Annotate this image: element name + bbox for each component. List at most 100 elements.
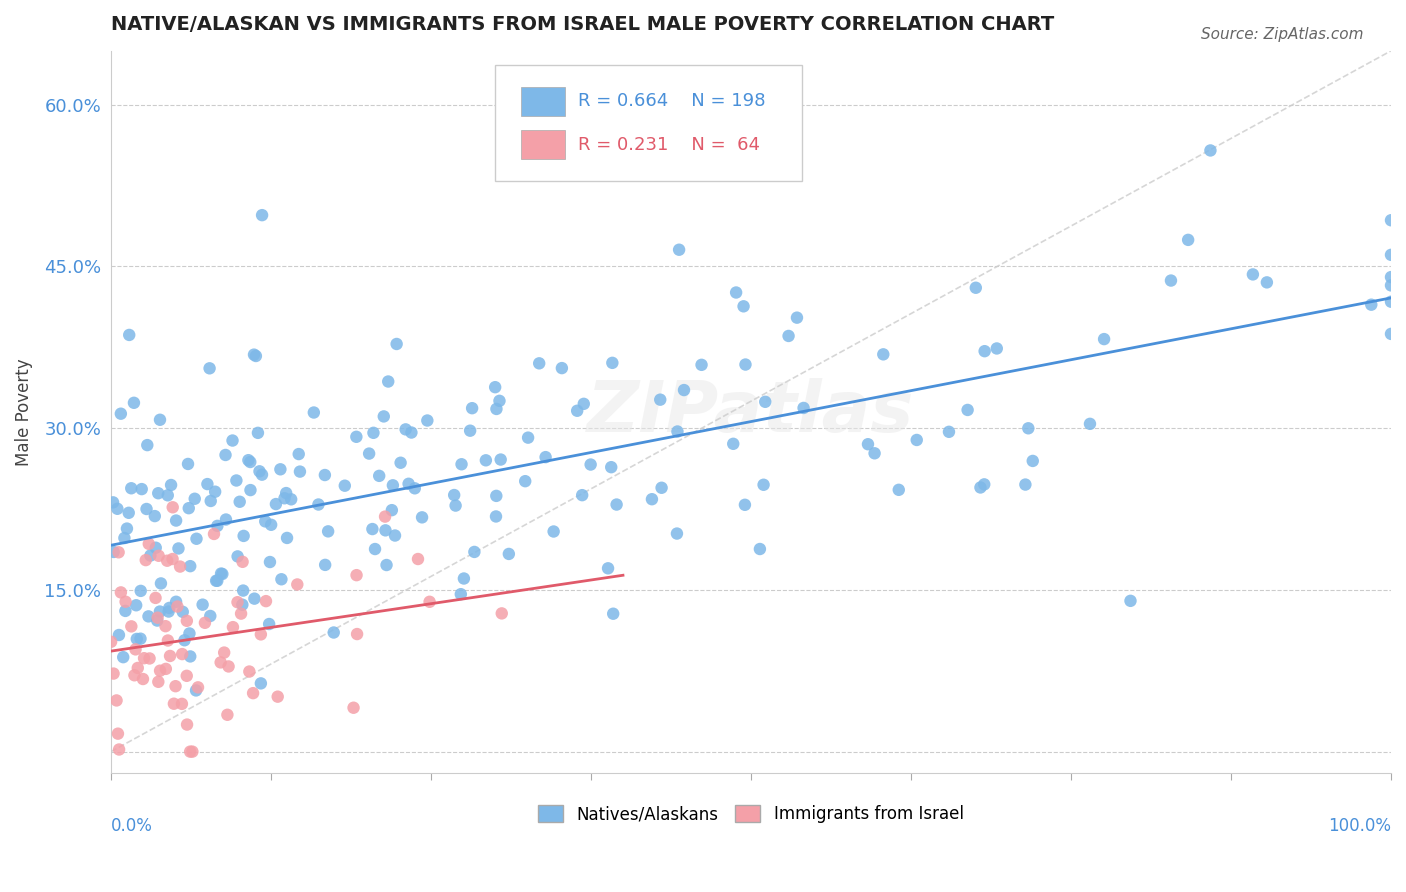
Natives/Alaskans: [344, 430, 367, 444]
Text: 100.0%: 100.0%: [1329, 816, 1391, 835]
Natives/Alaskans: [270, 572, 292, 586]
Natives/Alaskans: [938, 425, 960, 439]
Natives/Alaskans: [401, 425, 423, 440]
Natives/Alaskans: [105, 501, 128, 516]
Natives/Alaskans: [197, 477, 219, 491]
Natives/Alaskans: [307, 498, 329, 512]
Natives/Alaskans: [226, 549, 249, 564]
Natives/Alaskans: [118, 506, 141, 520]
Natives/Alaskans: [118, 327, 141, 342]
Natives/Alaskans: [778, 329, 800, 343]
Natives/Alaskans: [973, 344, 995, 359]
Immigrants from Israel: [242, 686, 264, 700]
Natives/Alaskans: [956, 403, 979, 417]
Immigrants from Israel: [229, 607, 252, 621]
Natives/Alaskans: [651, 481, 673, 495]
Natives/Alaskans: [1241, 268, 1264, 282]
Natives/Alaskans: [485, 509, 508, 524]
Natives/Alaskans: [239, 455, 262, 469]
Immigrants from Israel: [156, 554, 179, 568]
Immigrants from Israel: [267, 690, 290, 704]
Immigrants from Israel: [238, 665, 260, 679]
Natives/Alaskans: [156, 488, 179, 502]
Immigrants from Israel: [254, 594, 277, 608]
Immigrants from Israel: [159, 648, 181, 663]
Natives/Alaskans: [381, 478, 404, 492]
Natives/Alaskans: [183, 491, 205, 506]
Natives/Alaskans: [243, 591, 266, 606]
Natives/Alaskans: [485, 489, 508, 503]
Natives/Alaskans: [120, 481, 142, 495]
Natives/Alaskans: [665, 526, 688, 541]
Natives/Alaskans: [1014, 477, 1036, 491]
Natives/Alaskans: [149, 605, 172, 619]
Text: NATIVE/ALASKAN VS IMMIGRANTS FROM ISRAEL MALE POVERTY CORRELATION CHART: NATIVE/ALASKAN VS IMMIGRANTS FROM ISRAEL…: [111, 15, 1054, 34]
Natives/Alaskans: [254, 515, 277, 529]
Natives/Alaskans: [602, 356, 624, 370]
Natives/Alaskans: [287, 447, 309, 461]
Natives/Alaskans: [650, 392, 672, 407]
Immigrants from Israel: [146, 610, 169, 624]
Immigrants from Israel: [176, 614, 198, 628]
Immigrants from Israel: [132, 672, 155, 686]
Natives/Alaskans: [125, 632, 148, 646]
Immigrants from Israel: [165, 679, 187, 693]
Natives/Alaskans: [374, 524, 396, 538]
Natives/Alaskans: [302, 405, 325, 419]
Natives/Alaskans: [1379, 213, 1402, 227]
Natives/Alaskans: [416, 413, 439, 427]
Natives/Alaskans: [214, 448, 236, 462]
Natives/Alaskans: [179, 559, 201, 574]
Natives/Alaskans: [112, 531, 135, 545]
Natives/Alaskans: [139, 549, 162, 563]
Immigrants from Israel: [145, 591, 167, 605]
Natives/Alaskans: [786, 310, 808, 325]
Natives/Alaskans: [723, 437, 745, 451]
Natives/Alaskans: [1379, 294, 1402, 309]
Natives/Alaskans: [754, 394, 776, 409]
Natives/Alaskans: [165, 514, 187, 528]
Immigrants from Israel: [163, 697, 186, 711]
Immigrants from Israel: [250, 627, 273, 641]
Natives/Alaskans: [177, 501, 200, 516]
Natives/Alaskans: [135, 502, 157, 516]
Natives/Alaskans: [567, 403, 589, 417]
Natives/Alaskans: [131, 482, 153, 496]
Natives/Alaskans: [246, 425, 269, 440]
Natives/Alaskans: [734, 498, 756, 512]
Immigrants from Israel: [149, 664, 172, 678]
Natives/Alaskans: [173, 633, 195, 648]
Natives/Alaskans: [186, 532, 208, 546]
Natives/Alaskans: [101, 495, 124, 509]
Natives/Alaskans: [157, 605, 180, 619]
Immigrants from Israel: [100, 634, 122, 648]
Natives/Alaskans: [485, 401, 508, 416]
Natives/Alaskans: [389, 456, 412, 470]
Natives/Alaskans: [377, 375, 399, 389]
Natives/Alaskans: [872, 347, 894, 361]
Natives/Alaskans: [276, 486, 298, 500]
Immigrants from Israel: [172, 647, 194, 661]
Natives/Alaskans: [641, 492, 664, 507]
Natives/Alaskans: [463, 545, 485, 559]
Natives/Alaskans: [167, 541, 190, 556]
Natives/Alaskans: [444, 499, 467, 513]
Natives/Alaskans: [551, 361, 574, 376]
Natives/Alaskans: [125, 599, 148, 613]
Natives/Alaskans: [484, 380, 506, 394]
Text: R = 0.231    N =  64: R = 0.231 N = 64: [578, 136, 761, 153]
Immigrants from Israel: [217, 707, 239, 722]
Natives/Alaskans: [725, 285, 748, 300]
Natives/Alaskans: [200, 609, 222, 624]
Natives/Alaskans: [1256, 276, 1278, 290]
Natives/Alaskans: [498, 547, 520, 561]
Natives/Alaskans: [273, 491, 295, 506]
Immigrants from Israel: [194, 615, 217, 630]
Natives/Alaskans: [733, 299, 755, 313]
Natives/Alaskans: [1177, 233, 1199, 247]
Natives/Alaskans: [411, 510, 433, 524]
Natives/Alaskans: [488, 393, 510, 408]
Natives/Alaskans: [905, 433, 928, 447]
Immigrants from Israel: [124, 642, 146, 657]
Natives/Alaskans: [375, 558, 398, 572]
